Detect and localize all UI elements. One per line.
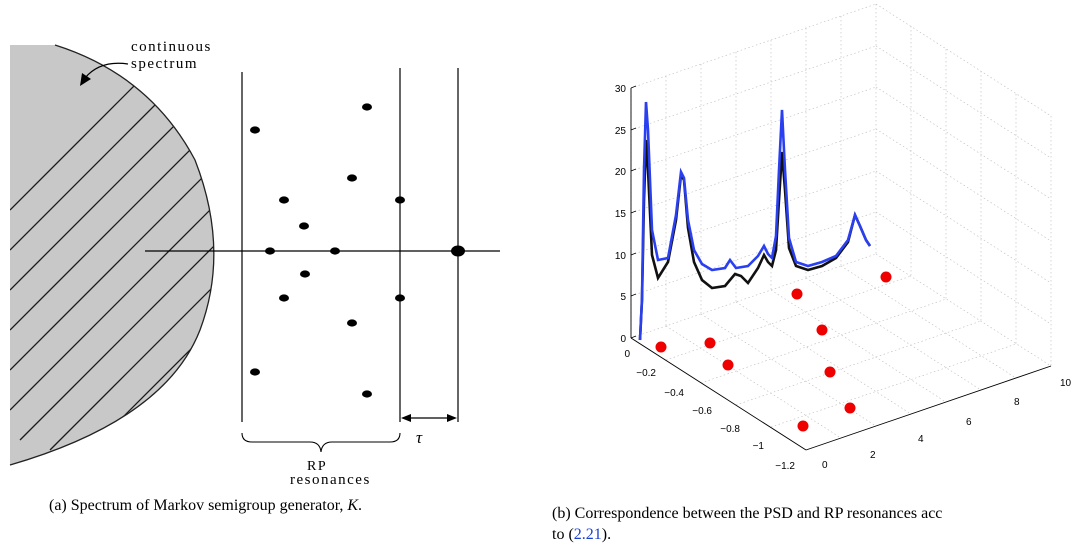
resonance-dot xyxy=(279,196,289,204)
rp-brace xyxy=(241,432,401,453)
left-axis-tick-label: −0.8 xyxy=(720,424,740,435)
left-axis-tick-label: 0 xyxy=(624,349,630,360)
resonance-marker xyxy=(791,288,803,300)
spectrum-diagram: continuous spectrum xyxy=(9,39,500,488)
rp-resonance-markers xyxy=(655,271,892,432)
z-ticks: 0 5 10 15 20 25 30 xyxy=(615,84,637,345)
continuous-spectrum-region xyxy=(10,45,214,465)
spectrum-pointer-arrow xyxy=(84,62,129,79)
tau-arrowhead-right xyxy=(447,414,457,422)
caption-a-text: (a) Spectrum of Markov semigroup generat… xyxy=(49,497,348,514)
spectrum-pointer-arrowhead xyxy=(80,73,91,86)
label-tau: τ xyxy=(416,428,423,447)
label-rp: RP xyxy=(307,459,327,474)
resonance-marker xyxy=(722,359,734,371)
resonance-dot xyxy=(300,270,310,278)
resonance-dot xyxy=(279,294,289,302)
resonance-dot xyxy=(250,368,260,376)
resonance-dot xyxy=(330,247,340,255)
z-tick-label: 10 xyxy=(615,251,627,262)
right-axis-tick-label: 2 xyxy=(870,450,876,461)
right-axis-ticks: 0 2 4 6 8 10 xyxy=(822,378,1072,471)
resonance-dot xyxy=(362,103,372,111)
resonance-marker xyxy=(844,402,856,414)
left-axis-tick-label: −0.6 xyxy=(692,406,712,417)
plot-axes xyxy=(630,88,1052,451)
label-spectrum: spectrum xyxy=(131,56,198,72)
right-axis-tick-label: 8 xyxy=(1014,397,1020,408)
z-tick-label: 20 xyxy=(615,167,627,178)
caption-a-symbol: K xyxy=(347,497,359,514)
z-tick-label: 25 xyxy=(615,126,627,137)
equation-reference-link[interactable]: 2.21 xyxy=(573,526,602,543)
left-axis-ticks: 0 −0.2 −0.4 −0.6 −0.8 −1 −1.2 xyxy=(624,349,795,472)
right-axis-tick-label: 0 xyxy=(822,460,828,471)
resonance-dot xyxy=(395,196,405,204)
caption-b-line2: to (2.21). xyxy=(552,526,611,544)
caption-a-end: . xyxy=(358,497,363,514)
resonance-dot xyxy=(347,174,357,182)
caption-b-line1: (b) Correspondence between the PSD and R… xyxy=(552,505,1073,523)
right-floor-axis xyxy=(805,365,1052,451)
resonance-marker xyxy=(824,366,836,378)
tau-arrowhead-left xyxy=(401,414,411,422)
resonance-dot xyxy=(395,294,405,302)
spectrum-boundary xyxy=(9,44,215,466)
left-axis-tick-label: −1.2 xyxy=(775,461,795,472)
z-tick-label: 0 xyxy=(620,334,626,345)
resonance-dot xyxy=(299,222,309,230)
resonance-dot xyxy=(347,319,357,327)
left-axis-tick-label: −1 xyxy=(753,441,765,452)
left-axis-tick-label: −0.4 xyxy=(664,388,684,399)
z-tick-label: 30 xyxy=(615,84,627,95)
resonance-dot xyxy=(265,247,275,255)
right-axis-tick-label: 4 xyxy=(918,434,924,445)
left-axis-tick-label: −0.2 xyxy=(636,368,656,379)
caption-b-text: (b) Correspondence between the PSD and R… xyxy=(552,505,943,522)
psd-curve-black xyxy=(638,139,872,341)
z-tick-label: 15 xyxy=(615,209,627,220)
leading-eigenvalue-dot xyxy=(451,245,465,257)
caption-a: (a) Spectrum of Markov semigroup generat… xyxy=(49,497,362,515)
resonance-dot xyxy=(250,126,260,134)
resonance-marker xyxy=(797,420,809,432)
resonance-marker xyxy=(880,271,892,283)
right-axis-tick-label: 10 xyxy=(1060,378,1072,389)
caption-b-line2-prefix: to ( xyxy=(552,526,574,543)
resonance-marker xyxy=(816,324,828,336)
z-tick-label: 5 xyxy=(620,292,626,303)
psd-curve-blue xyxy=(638,101,872,341)
left-floor-axis xyxy=(630,337,807,451)
plot-grid xyxy=(630,3,1052,439)
psd-3d-plot: 0 5 10 15 20 25 30 0 −0.2 −0.4 −0.6 −0.8… xyxy=(615,3,1072,472)
label-resonances: resonances xyxy=(290,472,371,488)
caption-b-line2-suffix: ). xyxy=(601,526,612,543)
resonance-marker xyxy=(655,341,667,353)
rp-resonance-dots xyxy=(250,103,465,398)
resonance-dot xyxy=(362,390,372,398)
resonance-marker xyxy=(704,337,716,349)
label-continuous: continuous xyxy=(131,39,212,55)
right-axis-tick-label: 6 xyxy=(966,417,972,428)
